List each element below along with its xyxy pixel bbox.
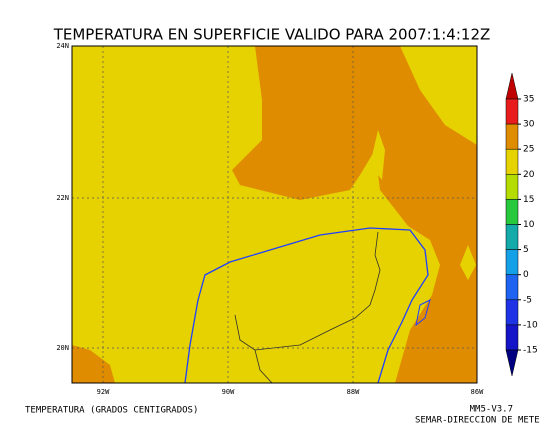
colorbar-swatch — [505, 98, 519, 125]
colorbar-label: -5 — [523, 295, 532, 305]
warm-patch — [460, 245, 476, 280]
state-border — [234, 231, 381, 383]
credit-label: SEMAR-DIRECCION DE METE — [415, 416, 540, 425]
colorbar-label: 15 — [523, 195, 534, 205]
lon-labels: 92W 90W 88W 86W — [97, 388, 484, 396]
colorbar-swatch — [505, 123, 519, 150]
lat-label: 20N — [56, 344, 69, 352]
colorbar-swatch — [505, 174, 519, 200]
variable-label: TEMPERATURA (GRADOS CENTIGRADOS) — [25, 406, 198, 416]
map-area — [72, 46, 477, 383]
colorbar: 35 30 25 20 15 10 5 0 -5 -10 -15 — [505, 72, 538, 377]
colorbar-label: 5 — [523, 245, 529, 255]
colorbar-label: 30 — [523, 120, 535, 130]
title: TEMPERATURA EN SUPERFICIE VALIDO PARA 20… — [53, 26, 491, 44]
lat-label: 22N — [56, 194, 69, 202]
colorbar-swatch — [505, 148, 519, 175]
colorbar-swatch — [505, 249, 519, 275]
lon-label: 90W — [222, 388, 235, 396]
colorbar-swatch — [505, 274, 519, 301]
colorbar-swatch — [505, 324, 519, 351]
colorbar-label: 35 — [523, 95, 534, 105]
colorbar-label: 25 — [523, 145, 534, 155]
colorbar-swatch — [505, 199, 519, 225]
island — [415, 299, 431, 327]
hot-region — [232, 46, 477, 383]
coastline — [184, 227, 429, 383]
lon-label: 88W — [347, 388, 360, 396]
lon-label: 86W — [471, 388, 484, 396]
colorbar-swatch — [505, 299, 519, 326]
map-frame — [71, 45, 478, 384]
colorbar-end — [505, 72, 519, 100]
colorbar-label: 0 — [523, 270, 529, 280]
lon-label: 92W — [97, 388, 110, 396]
lat-labels: 24N 22N 20N — [56, 42, 69, 352]
colorbar-label: 10 — [523, 220, 535, 230]
model-label: MM5-V3.7 — [470, 405, 513, 415]
graticule — [72, 46, 477, 383]
colorbar-swatch — [505, 224, 519, 250]
warm-patch — [370, 130, 385, 180]
colorbar-label: 20 — [523, 170, 535, 180]
hot-region — [72, 345, 115, 383]
colorbar-label: -15 — [523, 346, 538, 356]
colorbar-end — [505, 349, 519, 377]
colorbar-label: -10 — [523, 320, 538, 330]
lat-label: 24N — [56, 42, 69, 50]
